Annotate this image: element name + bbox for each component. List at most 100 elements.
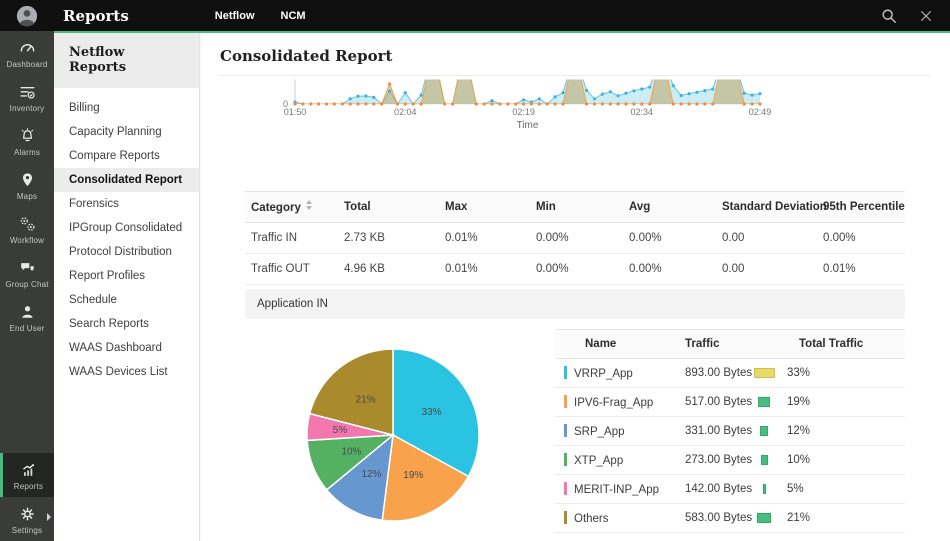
pie-slice-12pct[interactable] xyxy=(325,433,394,522)
rail-spacer xyxy=(0,339,54,453)
sidebar-item-waas-dashboard[interactable]: WAAS Dashboard xyxy=(69,342,162,354)
series-color-marker xyxy=(564,395,567,408)
reports-chart-icon xyxy=(23,464,35,476)
cell: 4.96 KB xyxy=(338,253,439,285)
sort-icon[interactable] xyxy=(305,200,312,210)
table-row-ipv6-frag-app[interactable]: IPV6-Frag_App 517.00 Bytes 19% xyxy=(555,387,905,417)
svg-text:02:34: 02:34 xyxy=(631,107,654,117)
series-color-marker xyxy=(564,482,567,495)
sidebar-item-consolidated-report[interactable]: Consolidated Report xyxy=(54,168,199,192)
percent-label: 5% xyxy=(787,483,804,495)
summary-col-min[interactable]: Min xyxy=(530,191,623,223)
series-color-marker xyxy=(564,424,567,437)
app-traffic-cell: 142.00 Bytes xyxy=(679,474,752,504)
cell: 0.00% xyxy=(530,222,623,254)
apps-col-traffic[interactable]: Traffic xyxy=(679,329,744,359)
series-color-marker xyxy=(564,366,567,379)
section-header-application-in[interactable]: Application IN xyxy=(245,289,905,319)
sidebar-item-billing[interactable]: Billing xyxy=(69,102,100,114)
sidebar-item-forensics[interactable]: Forensics xyxy=(69,198,119,210)
pie-chart-canvas: 33% 19% 12%10% 5% 21% xyxy=(306,348,480,522)
percent-label: 21% xyxy=(787,512,811,524)
cell: 0.01% xyxy=(439,222,530,254)
cell: 0.00 xyxy=(716,222,817,254)
pie-slice-21pct[interactable] xyxy=(308,348,394,436)
sidebar-title: Netflow Reports xyxy=(54,33,199,88)
table-row-traffic-in[interactable]: Traffic IN 2.73 KB 0.01% 0.00% 0.00% 0.00 0.00… xyxy=(245,222,905,254)
application-pie-chart: 33% 19% 12% 10% 5% 21% xyxy=(273,323,513,541)
apps-col-name[interactable]: Name xyxy=(555,329,679,359)
module-tabs: Netflow NCM xyxy=(215,10,306,22)
sidebar-item-maps[interactable]: Maps xyxy=(0,163,54,207)
traffic-summary-table: Category Total Max Min Avg Standard Deviation… xyxy=(245,191,905,285)
sidebar-item-reports[interactable]: Reports xyxy=(0,453,54,497)
tab-netflow[interactable]: Netflow xyxy=(214,9,255,22)
summary-header-row: Category Total Max Min Avg Standard Deviation… xyxy=(245,191,905,223)
sidebar-item-dashboard[interactable]: Dashboard xyxy=(0,31,54,75)
table-row-merit-inp-app[interactable]: MERIT-INP_App 142.00 Bytes 5% xyxy=(555,474,905,504)
sidebar-item-protocol-distribution[interactable]: Protocol Distribution xyxy=(69,246,172,258)
table-row-traffic-out[interactable]: Traffic OUT 4.96 KB 0.01% 0.00% 0.00% 0.00 0.0… xyxy=(245,253,905,285)
app-traffic-cell: 893.00 Bytes xyxy=(679,358,752,388)
search-icon[interactable] xyxy=(880,7,898,25)
summary-col-category[interactable]: Category xyxy=(245,191,338,223)
app-traffic-cell: 583.00 Bytes xyxy=(679,503,752,533)
summary-col-standard-deviation[interactable]: Standard Deviation xyxy=(716,191,827,223)
user-avatar[interactable] xyxy=(0,0,54,31)
table-row-vrrp-app[interactable]: VRRP_App 893.00 Bytes 33% xyxy=(555,358,905,388)
percent-label: 12% xyxy=(787,425,811,437)
svg-text:02:49: 02:49 xyxy=(749,107,772,117)
apps-col-total-traffic[interactable]: Total Traffic xyxy=(744,329,905,359)
table-row-srp-app[interactable]: SRP_App 331.00 Bytes 12% xyxy=(555,416,905,446)
percent-bar xyxy=(760,455,768,465)
sidebar-item-inventory[interactable]: Inventory xyxy=(0,75,54,119)
close-icon[interactable] xyxy=(918,8,934,24)
cell: 0.00% xyxy=(623,222,716,254)
app-name-cell: IPV6-Frag_App xyxy=(555,387,679,417)
sidebar-item-schedule[interactable]: Schedule xyxy=(69,294,117,306)
sidebar-item-search-reports[interactable]: Search Reports xyxy=(69,318,149,330)
sidebar-item-waas-devices-list[interactable]: WAAS Devices List xyxy=(69,366,168,378)
summary-col-avg[interactable]: Avg xyxy=(623,191,716,223)
avatar-photo xyxy=(16,5,38,27)
sidebar-item-alarms[interactable]: Alarms xyxy=(0,119,54,163)
cell: 0.00% xyxy=(623,253,716,285)
summary-col-max[interactable]: Max xyxy=(439,191,530,223)
cell: 0.01% xyxy=(817,253,905,285)
sidebar-item-report-profiles[interactable]: Report Profiles xyxy=(69,270,146,282)
accent-divider xyxy=(54,31,950,33)
table-row-xtp-app[interactable]: XTP_App 273.00 Bytes 10% xyxy=(555,445,905,475)
app-traffic-cell: 517.00 Bytes xyxy=(679,387,752,417)
map-pin-icon xyxy=(22,173,32,187)
app-name-cell: VRRP_App xyxy=(555,358,679,388)
pie-label: 12% xyxy=(361,469,381,480)
chat-bubbles-icon xyxy=(20,263,34,273)
traffic-time-chart: 01:50 02:04 02:19 02:34 02:49 0 Time xyxy=(220,78,930,137)
application-in-section: 33% 19% 12% 10% 5% 21% Name Traffic Total Traff… xyxy=(245,323,905,541)
app-traffic-cell: 273.00 Bytes xyxy=(679,445,752,475)
sidebar-item-ipgroup-consolidated[interactable]: IPGroup Consolidated xyxy=(69,222,183,234)
sidebar-item-workflow[interactable]: Workflow xyxy=(0,207,54,251)
sidebar-item-end-user[interactable]: End User xyxy=(0,295,54,339)
table-row-others[interactable]: Others 583.00 Bytes 21% xyxy=(555,503,905,533)
svg-text:Time: Time xyxy=(517,120,539,131)
app-total-traffic-cell: 19% xyxy=(744,387,905,417)
percent-bar xyxy=(758,397,770,407)
series-color-marker xyxy=(564,511,567,524)
workflow-gears-icon xyxy=(20,217,35,231)
sidebar-item-settings[interactable]: Settings xyxy=(0,497,54,541)
pie-slice-33pct[interactable] xyxy=(392,348,480,478)
pie-slice-19pct[interactable] xyxy=(381,433,470,522)
sidebar-item-capacity-planning[interactable]: Capacity Planning xyxy=(69,126,162,138)
sidebar-item-group-chat[interactable]: Group Chat xyxy=(0,251,54,295)
app-total-traffic-cell: 12% xyxy=(744,416,905,446)
tab-ncm[interactable]: NCM xyxy=(280,9,306,22)
sidebar-item-compare-reports[interactable]: Compare Reports xyxy=(69,150,160,162)
application-table-wrap: Name Traffic Total Traffic VRRP_App 893.00 … xyxy=(555,329,905,541)
cell: Traffic OUT xyxy=(245,253,338,285)
main-content: Consolidated Report 01:50 02:04 02:19 02:34… xyxy=(200,33,950,541)
pie-label: 21% xyxy=(356,395,376,406)
percent-label: 33% xyxy=(787,367,811,379)
summary-col-95th-percentile[interactable]: 95th Percentile xyxy=(817,191,905,223)
summary-col-total[interactable]: Total xyxy=(338,191,439,223)
